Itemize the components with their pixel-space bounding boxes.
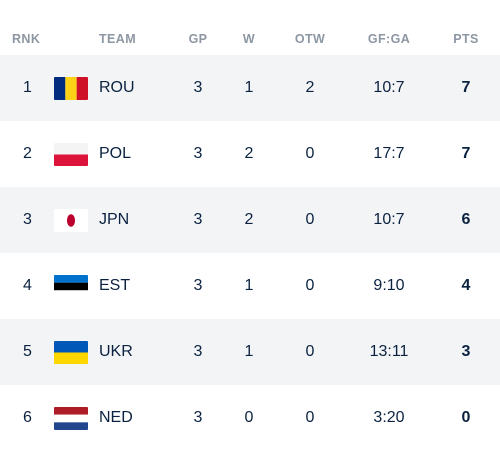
gp-cell: 3 — [193, 409, 203, 426]
gfga-cell: 10:7 — [373, 79, 405, 96]
romania-flag-icon — [54, 77, 88, 100]
gfga-cell: 17:7 — [373, 145, 405, 162]
otw-cell: 2 — [305, 79, 315, 96]
w-cell: 1 — [244, 79, 254, 96]
gp-cell: 3 — [193, 277, 203, 294]
estonia-flag-icon — [54, 275, 88, 298]
gfga-cell: 3:20 — [373, 409, 405, 426]
otw-cell: 0 — [305, 277, 315, 294]
team-cell: POL — [99, 145, 132, 162]
header-w[interactable]: W — [242, 32, 256, 46]
otw-cell: 0 — [305, 409, 315, 426]
team-cell: EST — [99, 277, 131, 294]
header-rank[interactable]: RNK — [12, 32, 41, 46]
header-gp[interactable]: GP — [188, 32, 208, 46]
team-cell: ROU — [99, 79, 135, 96]
table-row[interactable]: 4 EST 3 1 0 9:10 4 — [0, 253, 500, 319]
pts-cell: 4 — [461, 277, 471, 294]
header-otw[interactable]: OTW — [294, 32, 326, 46]
w-cell: 2 — [244, 211, 254, 228]
otw-cell: 0 — [305, 145, 315, 162]
w-cell: 2 — [244, 145, 254, 162]
gp-cell: 3 — [193, 343, 203, 360]
ukraine-flag-icon — [54, 341, 88, 364]
table-row[interactable]: 3 JPN 3 2 0 10:7 6 — [0, 187, 500, 253]
rank-cell: 6 — [23, 409, 32, 426]
gfga-cell: 10:7 — [373, 211, 405, 228]
w-cell: 1 — [244, 277, 254, 294]
rank-cell: 3 — [23, 211, 32, 228]
rank-cell: 2 — [23, 145, 32, 162]
pts-cell: 3 — [461, 343, 471, 360]
w-cell: 1 — [244, 343, 254, 360]
table-row[interactable]: 2 POL 3 2 0 17:7 7 — [0, 121, 500, 187]
japan-flag-icon — [54, 209, 88, 232]
header-gfga[interactable]: GF:GA — [367, 32, 411, 46]
w-cell: 0 — [244, 409, 254, 426]
pts-cell: 7 — [461, 145, 471, 162]
pts-cell: 6 — [461, 211, 471, 228]
pts-cell: 7 — [461, 79, 471, 96]
rank-cell: 1 — [23, 79, 32, 96]
table-row[interactable]: 6 NED 3 0 0 3:20 0 — [0, 385, 500, 451]
gp-cell: 3 — [193, 211, 203, 228]
table-row[interactable]: 1 ROU 3 1 2 10:7 7 — [0, 55, 500, 121]
table-row[interactable]: 5 UKR 3 1 0 13:11 3 — [0, 319, 500, 385]
header-team[interactable]: TEAM — [99, 32, 137, 46]
otw-cell: 0 — [305, 343, 315, 360]
netherlands-flag-icon — [54, 407, 88, 430]
table-header: RNK TEAM GP W OTW GF:GA PTS — [0, 0, 500, 55]
team-cell: JPN — [99, 211, 130, 228]
team-cell: NED — [99, 409, 133, 426]
otw-cell: 0 — [305, 211, 315, 228]
header-pts[interactable]: PTS — [453, 32, 479, 46]
gp-cell: 3 — [193, 145, 203, 162]
gfga-cell: 9:10 — [373, 277, 405, 294]
gfga-cell: 13:11 — [369, 343, 409, 360]
gp-cell: 3 — [193, 79, 203, 96]
rank-cell: 5 — [23, 343, 32, 360]
poland-flag-icon — [54, 143, 88, 166]
rank-cell: 4 — [23, 277, 32, 294]
team-cell: UKR — [99, 343, 133, 360]
table-body: 1 ROU 3 1 2 10:7 7 2 POL 3 2 0 17:7 7 3 — [0, 55, 500, 451]
pts-cell: 0 — [461, 409, 471, 426]
